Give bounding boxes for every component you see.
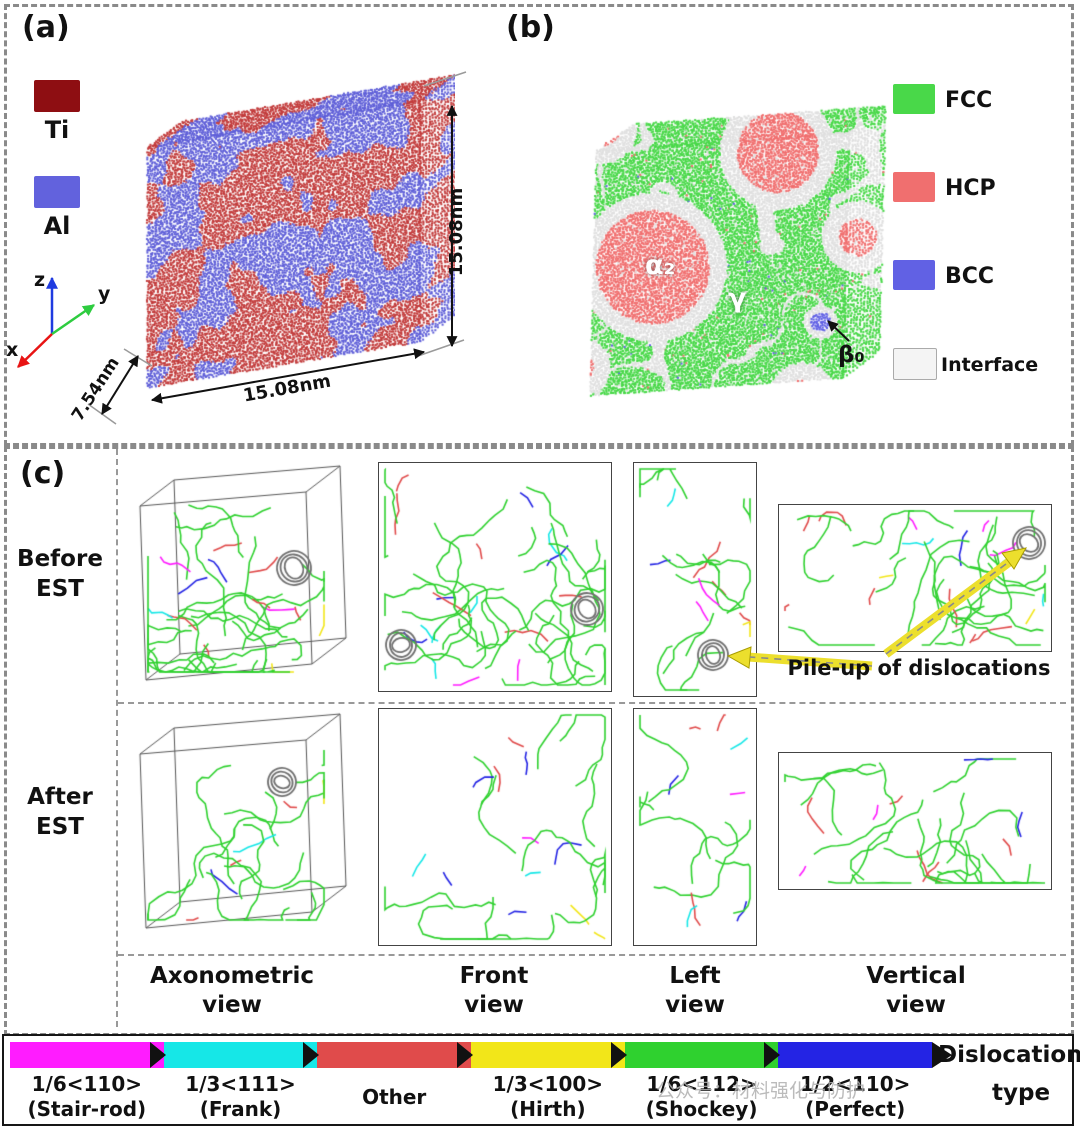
dislocation-type-title-line2: type	[992, 1080, 1051, 1106]
divider-row-labels	[116, 449, 118, 1027]
hcp-label: HCP	[945, 176, 996, 201]
colorbar-segment-other	[317, 1042, 472, 1068]
after-vertical-view	[778, 752, 1052, 890]
dislocation-type-legend: 1/6<110> (Stair-rod) 1/3<111> (Frank) Ot…	[2, 1034, 1080, 1126]
row-label-after: After EST	[27, 784, 93, 840]
legend-item-perfect: 1/2<110> (Perfect)	[799, 1072, 911, 1121]
hcp-swatch	[893, 172, 935, 202]
after-left-view	[633, 708, 757, 946]
panel-a-atom-cube	[103, 66, 455, 406]
ti-color-swatch	[34, 80, 80, 112]
fcc-label: FCC	[945, 88, 993, 113]
after-axonometric-view	[120, 706, 364, 946]
divider-view-labels	[118, 954, 1066, 956]
before-vertical-view	[778, 504, 1052, 652]
col-label-vertical: Vertical view	[866, 963, 966, 1018]
col-label-axonometric: Axonometric view	[149, 963, 315, 1018]
legend-item-shockey: 1/6<112> (Shockey)	[645, 1072, 758, 1121]
panel-a-label: (a)	[22, 10, 70, 45]
al-label: Al	[43, 212, 71, 240]
legend-item-stairrod: 1/6<110> (Stair-rod)	[27, 1072, 147, 1121]
after-front-view	[378, 708, 612, 946]
panel-b-phase-cube	[552, 66, 887, 421]
before-left-view	[633, 462, 757, 697]
panel-b-label: (b)	[506, 10, 555, 45]
interface-swatch	[893, 348, 937, 380]
panel-c-label: (c)	[20, 456, 66, 491]
beta0-label: β₀	[838, 342, 865, 368]
pileup-annotation: Pile-up of dislocations	[787, 656, 1051, 680]
col-label-front: Front view	[459, 963, 529, 1018]
col-label-left: Left view	[665, 963, 725, 1018]
legend-item-other: Other	[362, 1084, 427, 1109]
ti-label: Ti	[44, 116, 70, 144]
bcc-label: BCC	[945, 264, 995, 289]
gamma-label: γ	[728, 283, 747, 314]
watermark: 公众号：材料强化与防护	[656, 1080, 866, 1102]
colorbar-labels: 1/6<110> (Stair-rod) 1/3<111> (Frank) Ot…	[10, 1070, 932, 1124]
colorbar-segment-frank	[163, 1042, 318, 1068]
colorbar-segment-hirth	[471, 1042, 625, 1068]
fcc-swatch	[893, 84, 935, 114]
colorbar-segment-shockey	[624, 1042, 779, 1068]
interface-label: Interface	[941, 354, 1039, 376]
divider-before-after	[118, 702, 1066, 704]
colorbar-segment-stairrod	[10, 1042, 164, 1068]
colorbar-segment-perfect	[778, 1042, 933, 1068]
alpha2-label: α₂	[645, 250, 676, 281]
dislocation-type-title-line1: Dislocation	[938, 1042, 1080, 1068]
row-label-before: Before EST	[17, 546, 103, 602]
al-color-swatch	[34, 176, 80, 208]
dislocation-colorbar	[10, 1042, 933, 1068]
legend-item-frank: 1/3<111> (Frank)	[185, 1072, 296, 1121]
section-ab-border	[4, 4, 1074, 446]
before-front-view	[378, 462, 612, 692]
before-axonometric-view	[120, 458, 364, 698]
bcc-swatch	[893, 260, 935, 290]
legend-item-hirth: 1/3<100> (Hirth)	[492, 1072, 604, 1121]
